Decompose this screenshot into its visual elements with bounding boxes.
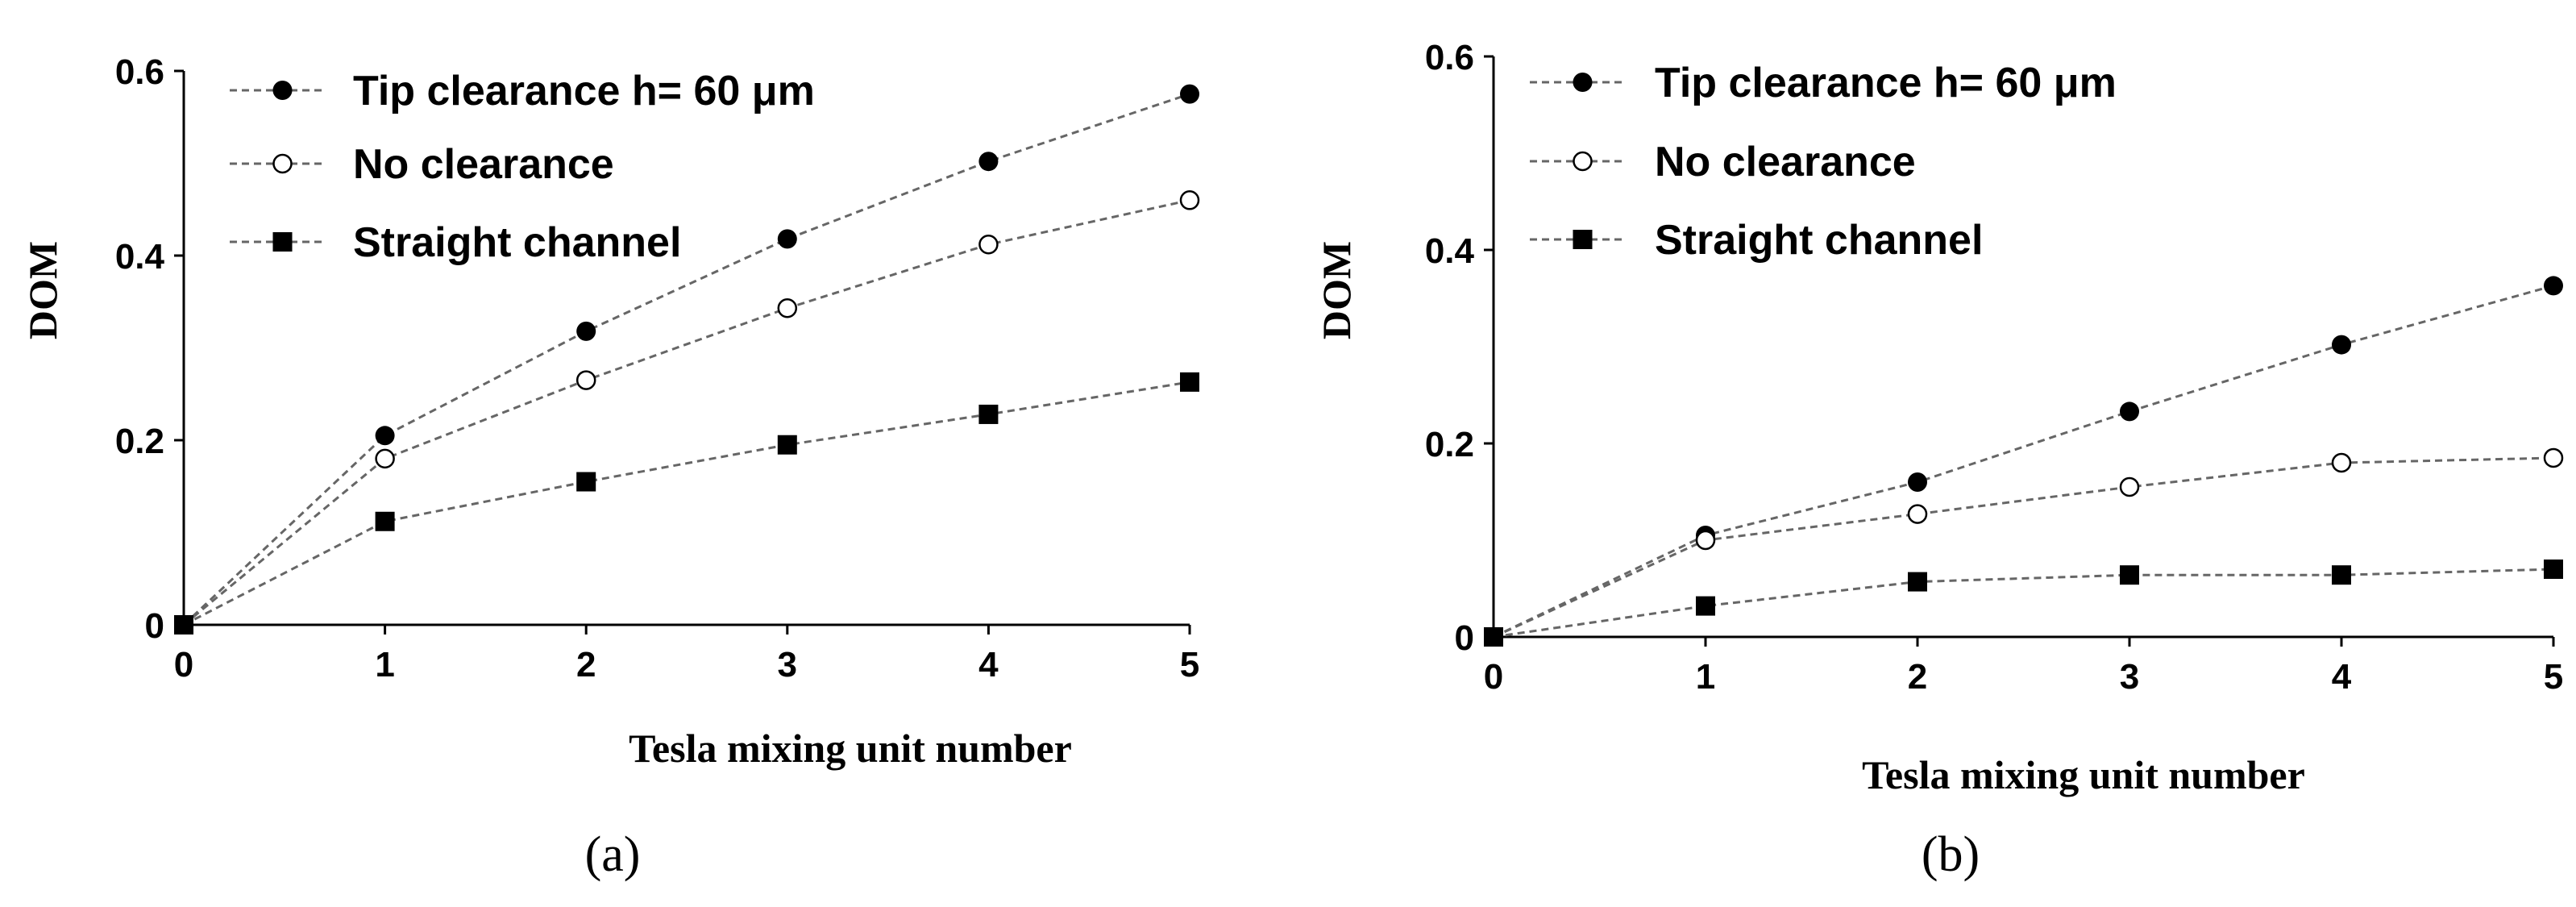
data-point	[375, 511, 395, 531]
data-point	[1179, 190, 1200, 210]
data-point	[2331, 452, 2352, 473]
data-point	[575, 370, 596, 390]
legend-marker	[1573, 151, 1593, 172]
x-tick-label: 2	[1908, 657, 1927, 697]
legend-marker	[1573, 73, 1593, 92]
data-point	[2120, 565, 2139, 585]
series-line	[183, 198, 1190, 626]
x-tick-label: 2	[576, 645, 596, 684]
x-tick-label: 5	[2544, 657, 2563, 697]
chart-panel-b: 0 0.2 0.4 0.6 0 1 2 3 4 5 DOM Tesla mixing unit num…	[1314, 38, 2564, 882]
y-tick-label: 0.4	[115, 237, 165, 277]
legend-entry: Straight channel	[230, 219, 681, 266]
series-line	[182, 93, 1190, 626]
series-2	[1493, 447, 2564, 639]
x-tick-label: 5	[1180, 645, 1199, 684]
data-point	[1180, 372, 1199, 392]
legend-entry: No clearance	[230, 141, 614, 188]
panel-label: (a)	[585, 827, 641, 882]
data-point	[1180, 84, 1199, 104]
x-tick-label: 0	[1484, 657, 1503, 697]
series-line	[1493, 284, 2554, 639]
legend-label: No clearance	[353, 141, 614, 188]
x-tick-label: 0	[174, 645, 193, 684]
data-point	[2544, 276, 2563, 296]
legend-marker	[1573, 230, 1593, 249]
data-point	[375, 426, 395, 446]
legend-label: Tip clearance h= 60 μm	[353, 68, 815, 114]
chart-panel-a: 0 0.2 0.4 0.6 0 1 2 3 4 5 DOM Tesla mixing unit num…	[20, 52, 1200, 882]
series-2	[183, 190, 1200, 626]
series-line	[183, 381, 1190, 626]
panel-label: (b)	[1922, 827, 1980, 882]
data-point	[978, 152, 999, 172]
x-tick-label: 3	[778, 645, 797, 684]
legend: Tip clearance h= 60 μm No clearance Straig…	[1530, 60, 2117, 264]
data-point	[978, 404, 999, 424]
y-axis-label: DOM	[20, 241, 65, 339]
legend-entry: Straight channel	[1530, 217, 1983, 264]
data-point	[1908, 572, 1927, 592]
data-point	[2120, 401, 2139, 422]
y-tick-label: 0.6	[115, 52, 164, 92]
data-point	[1907, 504, 1928, 524]
y-tick-label: 0	[1455, 618, 1474, 658]
legend-label: Straight channel	[1655, 217, 1983, 264]
legend-marker	[272, 81, 293, 100]
data-point	[576, 321, 596, 341]
y-tick-label: 0	[145, 606, 164, 646]
origin-point	[1484, 627, 1503, 647]
legend-entry: No clearance	[1530, 139, 1916, 185]
legend-label: Tip clearance h= 60 μm	[1655, 60, 2117, 106]
series-1	[1493, 276, 2563, 639]
data-point	[777, 298, 798, 318]
y-axis-label: DOM	[1314, 241, 1359, 339]
data-point	[777, 435, 797, 455]
x-tick-label: 3	[2120, 657, 2139, 697]
legend: Tip clearance h= 60 μm No clearance Straig…	[230, 68, 815, 266]
data-point	[2119, 476, 2140, 497]
data-point	[2543, 447, 2564, 468]
x-axis-label: Tesla mixing unit number	[1862, 752, 2305, 797]
series-3	[1493, 560, 2563, 639]
y-tick-label: 0.2	[115, 422, 164, 461]
data-point	[375, 448, 395, 469]
legend-entry: Tip clearance h= 60 μm	[230, 68, 815, 114]
data-point	[1908, 472, 1927, 492]
origin-point	[174, 615, 193, 634]
legend-label: No clearance	[1655, 139, 1916, 185]
data-point	[2544, 560, 2563, 579]
series-line	[1493, 568, 2554, 639]
x-tick-label: 1	[375, 645, 394, 684]
data-point	[576, 472, 596, 492]
data-point	[2332, 335, 2351, 355]
legend-label: Straight channel	[353, 219, 681, 266]
x-tick-label: 4	[2332, 657, 2352, 697]
data-point	[1696, 596, 1715, 616]
legend-entry: Tip clearance h= 60 μm	[1530, 60, 2117, 106]
y-tick-label: 0.6	[1425, 38, 1474, 77]
data-point	[1695, 530, 1716, 551]
data-point	[2332, 565, 2351, 585]
legend-marker	[272, 153, 293, 174]
x-axis-label: Tesla mixing unit number	[629, 726, 1072, 771]
data-point	[978, 235, 999, 255]
series-3	[183, 372, 1199, 626]
data-point	[777, 229, 797, 249]
y-tick-label: 0.4	[1425, 231, 1475, 271]
series-line	[1493, 456, 2554, 639]
x-tick-label: 1	[1696, 657, 1715, 697]
legend-marker	[272, 232, 293, 252]
y-tick-label: 0.2	[1425, 425, 1474, 464]
series-1	[182, 84, 1199, 626]
x-tick-label: 4	[978, 645, 999, 684]
